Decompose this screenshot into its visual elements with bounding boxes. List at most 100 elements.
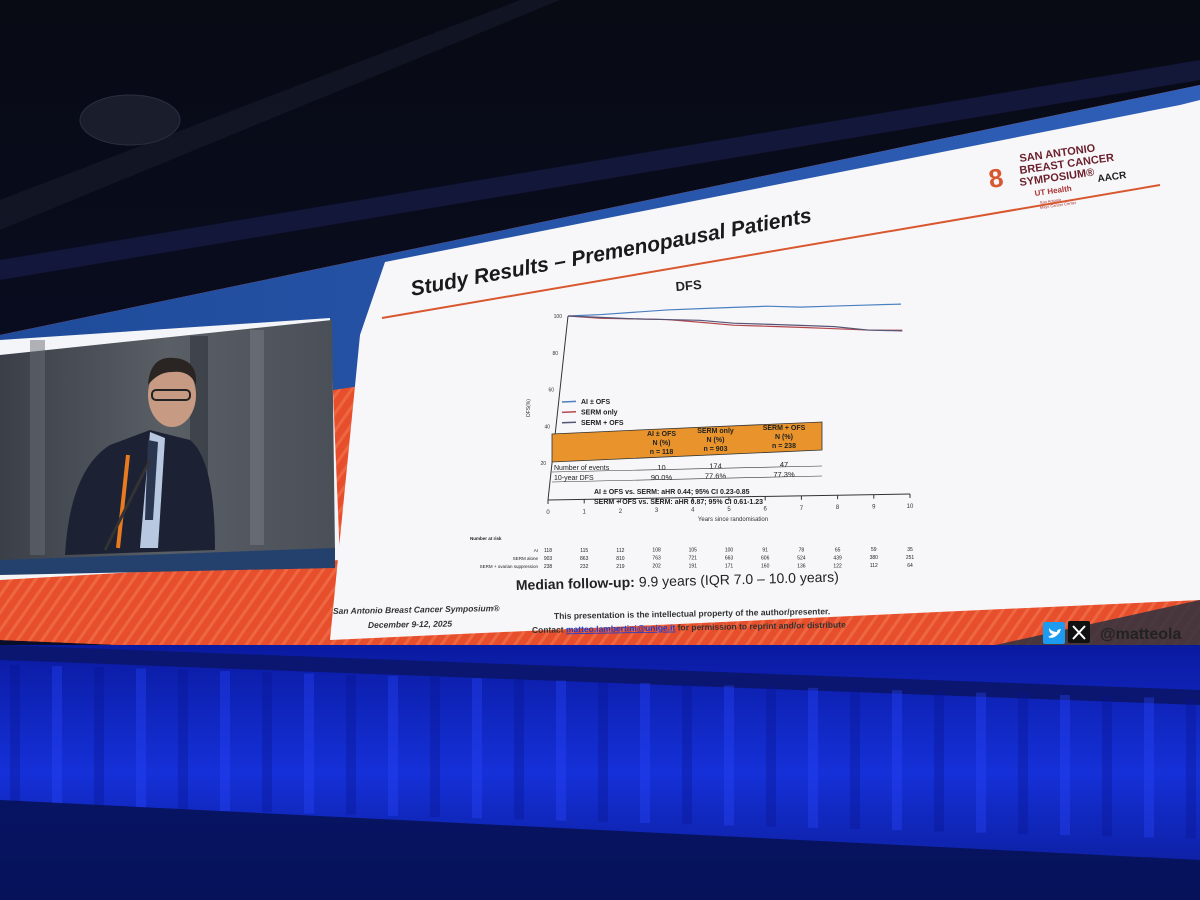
curtain-fold <box>136 668 146 809</box>
y-tick-label: 80 <box>552 351 558 357</box>
risk-cell: 202 <box>652 564 661 570</box>
table-header: n = 903 <box>704 446 728 453</box>
curtain-fold <box>220 671 230 811</box>
curtain-fold <box>682 684 692 825</box>
x-tick-label: 0 <box>546 510 550 516</box>
y-axis-label: DFS(%) <box>526 399 532 417</box>
table-header-bg <box>551 421 823 463</box>
legend-swatch <box>561 421 577 424</box>
risk-cell: 171 <box>725 564 734 570</box>
curtain-fold <box>52 666 62 807</box>
table-cell: 47 <box>780 460 788 469</box>
curtain-fold <box>250 330 264 545</box>
risk-cell: 112 <box>616 548 624 554</box>
table-row-line <box>551 465 823 473</box>
table-cell: 77.6% <box>705 472 727 481</box>
curtain-fold <box>514 679 524 820</box>
curtain-top-shadow <box>0 645 1200 705</box>
curtain-fold <box>262 672 272 813</box>
risk-cell: 763 <box>652 556 661 562</box>
curtain-folds <box>10 665 1196 839</box>
risk-cell: 721 <box>689 556 698 562</box>
curtain-fold <box>30 340 45 555</box>
table-header: N (%) <box>775 434 793 441</box>
footer-symposium: San Antonio Breast Cancer Symposium® <box>333 603 500 616</box>
curtain-fold <box>808 687 818 828</box>
table-header: n = 238 <box>772 443 796 450</box>
risk-cell: 219 <box>616 564 625 570</box>
curtain-fold <box>388 675 398 816</box>
curtain-fold <box>976 692 986 833</box>
risk-cell: 64 <box>907 563 913 569</box>
median-label: Median follow-up: <box>516 574 635 593</box>
microphone <box>103 459 152 551</box>
y-tick-label: 60 <box>548 388 554 394</box>
risk-cell: 251 <box>906 555 915 561</box>
risk-cell: 91 <box>762 547 768 553</box>
logo-mark-icon: 8 <box>987 162 1006 194</box>
table-cell: 77.3% <box>773 470 795 479</box>
x-tick-label: 4 <box>691 508 695 514</box>
footer-email-link[interactable]: matteo.lambertini@unige.it <box>566 622 676 634</box>
twitter-bird <box>1048 628 1061 638</box>
risk-cell: 810 <box>616 556 625 562</box>
risk-cell: 663 <box>725 556 734 562</box>
curtain-fold <box>556 680 566 821</box>
title-underline <box>381 184 1161 319</box>
x-axis-label: Years since randomisation <box>698 517 768 523</box>
curtain-fold <box>430 677 440 817</box>
stage-floor <box>0 800 1200 900</box>
risk-cell: 606 <box>761 555 770 561</box>
curtain-fold <box>1018 693 1028 834</box>
legend-label: SERM only <box>581 409 618 416</box>
table-row-line <box>551 475 823 483</box>
x-tick-label: 2 <box>619 509 623 515</box>
speaker-head <box>148 363 196 427</box>
speaker-video <box>0 320 335 575</box>
curtain-fold <box>640 683 650 823</box>
x-tick-label: 5 <box>727 507 731 513</box>
curtain-fold <box>94 667 104 808</box>
risk-row-label: SERM + ovarian suppression <box>480 564 539 569</box>
risk-cell: 863 <box>580 556 589 562</box>
series-line <box>567 303 902 317</box>
risk-cell: 122 <box>833 563 842 569</box>
x-tick-label: 7 <box>800 506 804 512</box>
curtain-fold <box>724 685 734 826</box>
y-tick-label: 100 <box>554 314 563 320</box>
risk-cell: 232 <box>580 564 589 570</box>
risk-cell: 238 <box>544 564 553 570</box>
curtain-fold <box>304 673 314 814</box>
table-cell: 10 <box>657 463 665 472</box>
curtain-fold <box>1144 697 1154 838</box>
footer-ip-notice: This presentation is the intellectual pr… <box>554 606 830 621</box>
ceiling-light <box>79 94 181 146</box>
risk-cell: 380 <box>870 555 879 561</box>
risk-cell: 108 <box>652 548 661 554</box>
x-tick-label: 8 <box>836 505 840 511</box>
slide-bg-shadow <box>330 100 1200 640</box>
risk-cell: 115 <box>580 548 588 554</box>
y-axis <box>547 315 569 501</box>
x-glyph <box>1072 625 1086 640</box>
risk-cell: 191 <box>689 564 698 570</box>
risk-cell: 136 <box>797 563 806 569</box>
footer-contact-suffix: for permission to reprint and/or distrib… <box>675 620 846 633</box>
lanyard <box>116 454 130 549</box>
median-value: 9.9 years (IQR 7.0 – 10.0 years) <box>639 569 839 590</box>
curtain-fold <box>10 665 20 805</box>
speaker-suit <box>65 430 215 555</box>
risk-cell: 160 <box>761 563 770 569</box>
footer-contact-prefix: Contact <box>532 624 566 635</box>
footer-contact: Contact matteo.lambertini@unige.it for p… <box>532 620 846 635</box>
risk-cell: 524 <box>797 555 806 561</box>
curtain-fold <box>1102 696 1112 837</box>
curtain-fold <box>934 691 944 832</box>
legend-swatch <box>561 400 577 403</box>
risk-cell: 118 <box>544 548 552 554</box>
speaker-hair <box>148 357 197 385</box>
table-cell: 174 <box>709 462 722 471</box>
video-lower-bar <box>0 548 335 575</box>
